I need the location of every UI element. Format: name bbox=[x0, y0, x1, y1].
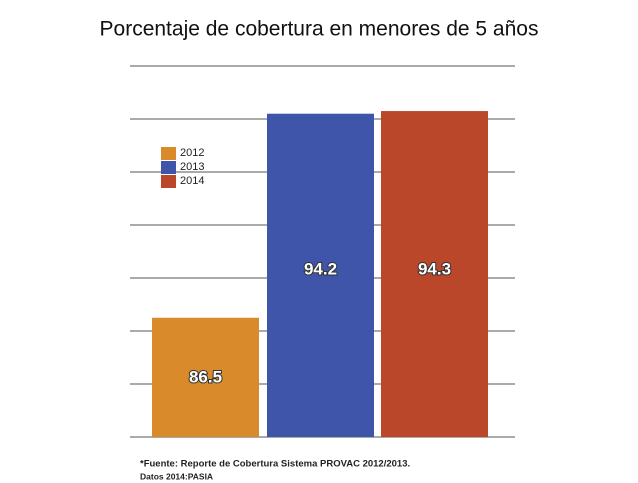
legend-label: 2014 bbox=[180, 175, 204, 187]
legend-swatch bbox=[161, 147, 176, 160]
chart-title: Porcentaje de cobertura en menores de 5 … bbox=[100, 18, 539, 41]
legend-swatch bbox=[161, 175, 176, 188]
bar bbox=[381, 111, 488, 438]
value-label: 94.3 bbox=[418, 259, 451, 278]
source-note: Datos 2014:PASIA bbox=[140, 471, 213, 481]
source-note: *Fuente: Reporte de Cobertura Sistema PR… bbox=[140, 459, 410, 470]
bar bbox=[152, 317, 259, 437]
legend-label: 2013 bbox=[180, 161, 204, 173]
legend-label: 2012 bbox=[180, 147, 204, 159]
value-label: 94.2 bbox=[304, 259, 337, 278]
legend-swatch bbox=[161, 161, 176, 174]
value-label: 86.5 bbox=[189, 367, 222, 386]
bar bbox=[267, 113, 374, 437]
